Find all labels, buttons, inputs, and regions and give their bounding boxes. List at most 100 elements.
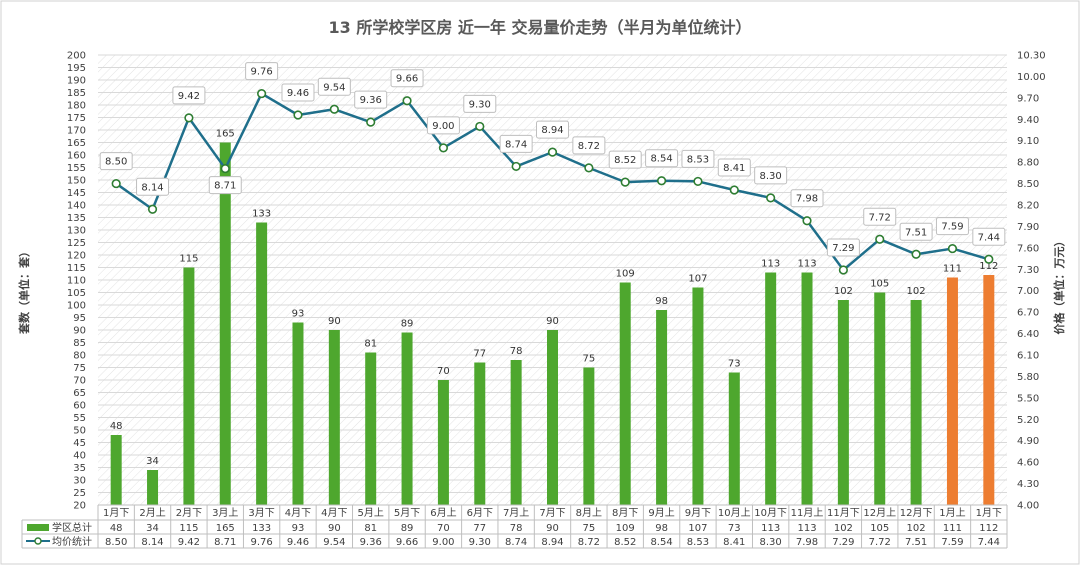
price-data-label: 7.72: [869, 212, 891, 223]
y-right-tick-label: 10.00: [1017, 72, 1046, 83]
table-cell-price: 9.76: [250, 537, 272, 548]
y-left-tick-label: 55: [73, 413, 86, 424]
y-right-tick-label: 4.30: [1017, 479, 1039, 490]
x-tick-label: 8月上: [576, 507, 602, 519]
y-left-tick-label: 60: [73, 401, 86, 412]
bar-data-label: 75: [582, 354, 595, 365]
x-tick-label: 5月上: [358, 507, 384, 519]
price-callout: 8.74: [499, 134, 533, 153]
y-left-tick-label: 145: [67, 188, 86, 199]
bar: [110, 435, 122, 505]
bar-data-label: 70: [437, 366, 450, 377]
table-cell-price: 9.46: [287, 537, 309, 548]
bar: [619, 282, 631, 505]
price-callout: 8.71: [208, 176, 242, 195]
price-callout-box: [972, 227, 1006, 246]
legend-label-bar: 学区总计: [52, 521, 92, 534]
bar: [365, 352, 377, 505]
table-cell-price: 8.54: [650, 537, 672, 548]
x-tick-label: 7月下: [539, 507, 565, 519]
x-tick-label: 4月下: [285, 507, 311, 519]
y-right-tick-label: 4.00: [1017, 501, 1039, 512]
price-data-label: 8.71: [214, 181, 236, 192]
price-callout: 8.53: [681, 149, 715, 168]
price-callout-box: [317, 77, 351, 96]
bar-data-label: 102: [834, 286, 853, 297]
x-tick-label: 11月下: [827, 507, 860, 519]
y-left-tick-label: 195: [67, 63, 86, 74]
line-point: [366, 117, 376, 127]
bar: [474, 362, 486, 505]
line-point: [111, 178, 121, 189]
line-point: [584, 163, 594, 173]
y-left-tick-label: 110: [67, 276, 86, 287]
table-cell-count: 77: [473, 523, 486, 534]
y-right-tick-label: 4.60: [1017, 458, 1039, 469]
bar: [183, 267, 195, 505]
table-cell-count: 107: [688, 523, 707, 534]
x-tick-label: 12月上: [863, 507, 896, 519]
price-callout-box: [354, 90, 388, 109]
price-callout-box: [245, 62, 279, 81]
price-callout-box: [208, 176, 242, 195]
line-data-labels: 8.50 8.14 9.42 8.71 9.76 9.46 9.54 9.36 9.66 9.00…: [99, 62, 1006, 257]
table-cell-price: 7.98: [796, 537, 818, 548]
bar: [910, 300, 922, 505]
y-left-tick-label: 95: [73, 313, 86, 324]
y-left-tick-label: 90: [73, 326, 86, 337]
price-callout-box: [935, 217, 969, 236]
bar: [583, 367, 595, 505]
price-callout: 9.36: [354, 90, 388, 109]
table-cell-price: 8.74: [505, 537, 527, 548]
price-data-label: 7.51: [905, 227, 927, 238]
table-cell-price: 8.72: [578, 537, 600, 548]
line-series: [111, 88, 994, 275]
line-point: [293, 110, 303, 120]
price-callout: 8.41: [717, 158, 751, 177]
line-point: [402, 96, 412, 106]
table-cell-count: 102: [907, 523, 926, 534]
table-cell-count: 165: [216, 523, 235, 534]
x-tick-label: 4月下: [321, 507, 347, 519]
price-data-label: 8.94: [541, 125, 563, 136]
bar: [983, 275, 995, 505]
y-left-tick-label: 160: [67, 151, 86, 162]
table-cell-count: 34: [146, 523, 159, 534]
table-cell-count: 133: [252, 523, 271, 534]
y-right-tick-label: 9.70: [1017, 93, 1039, 104]
price-callout-box: [172, 86, 206, 105]
price-callout: 8.14: [136, 177, 170, 196]
legend-swatch-marker: [34, 537, 42, 545]
y-right-tick-label: 7.30: [1017, 265, 1039, 276]
y-right-tick-label: 7.60: [1017, 243, 1039, 254]
y-left-tick-label: 35: [73, 463, 86, 474]
table-cell-price: 7.29: [832, 537, 854, 548]
x-tick-label: 7月上: [503, 507, 529, 519]
table-cell-count: 102: [834, 523, 853, 534]
table-cell-price: 7.72: [869, 537, 891, 548]
price-callout-box: [390, 69, 424, 88]
table-cell-count: 89: [401, 523, 414, 534]
x-tick-label: 9月下: [685, 507, 711, 519]
y-left-tick-label: 135: [67, 213, 86, 224]
x-tick-label: 6月上: [430, 507, 456, 519]
bar-data-label: 34: [146, 456, 159, 467]
price-data-label: 7.59: [941, 222, 963, 233]
bar: [292, 322, 304, 505]
price-data-label: 7.44: [978, 232, 1000, 243]
price-data-label: 9.30: [469, 99, 491, 110]
price-callout-box: [536, 120, 569, 139]
bar-data-label: 89: [401, 319, 414, 330]
bar-data-label: 115: [179, 254, 198, 265]
price-callout: 7.98: [790, 189, 824, 208]
price-data-label: 9.46: [287, 88, 309, 99]
bar-series: [110, 142, 995, 505]
x-tick-label: 6月下: [467, 507, 493, 519]
table-cell-price: 8.50: [105, 537, 127, 548]
bar: [837, 300, 849, 505]
x-tick-label: 11月上: [791, 507, 824, 519]
price-data-label: 8.74: [505, 139, 527, 150]
x-tick-label: 2月下: [176, 507, 202, 519]
y-right-tick-label: 6.70: [1017, 308, 1039, 319]
